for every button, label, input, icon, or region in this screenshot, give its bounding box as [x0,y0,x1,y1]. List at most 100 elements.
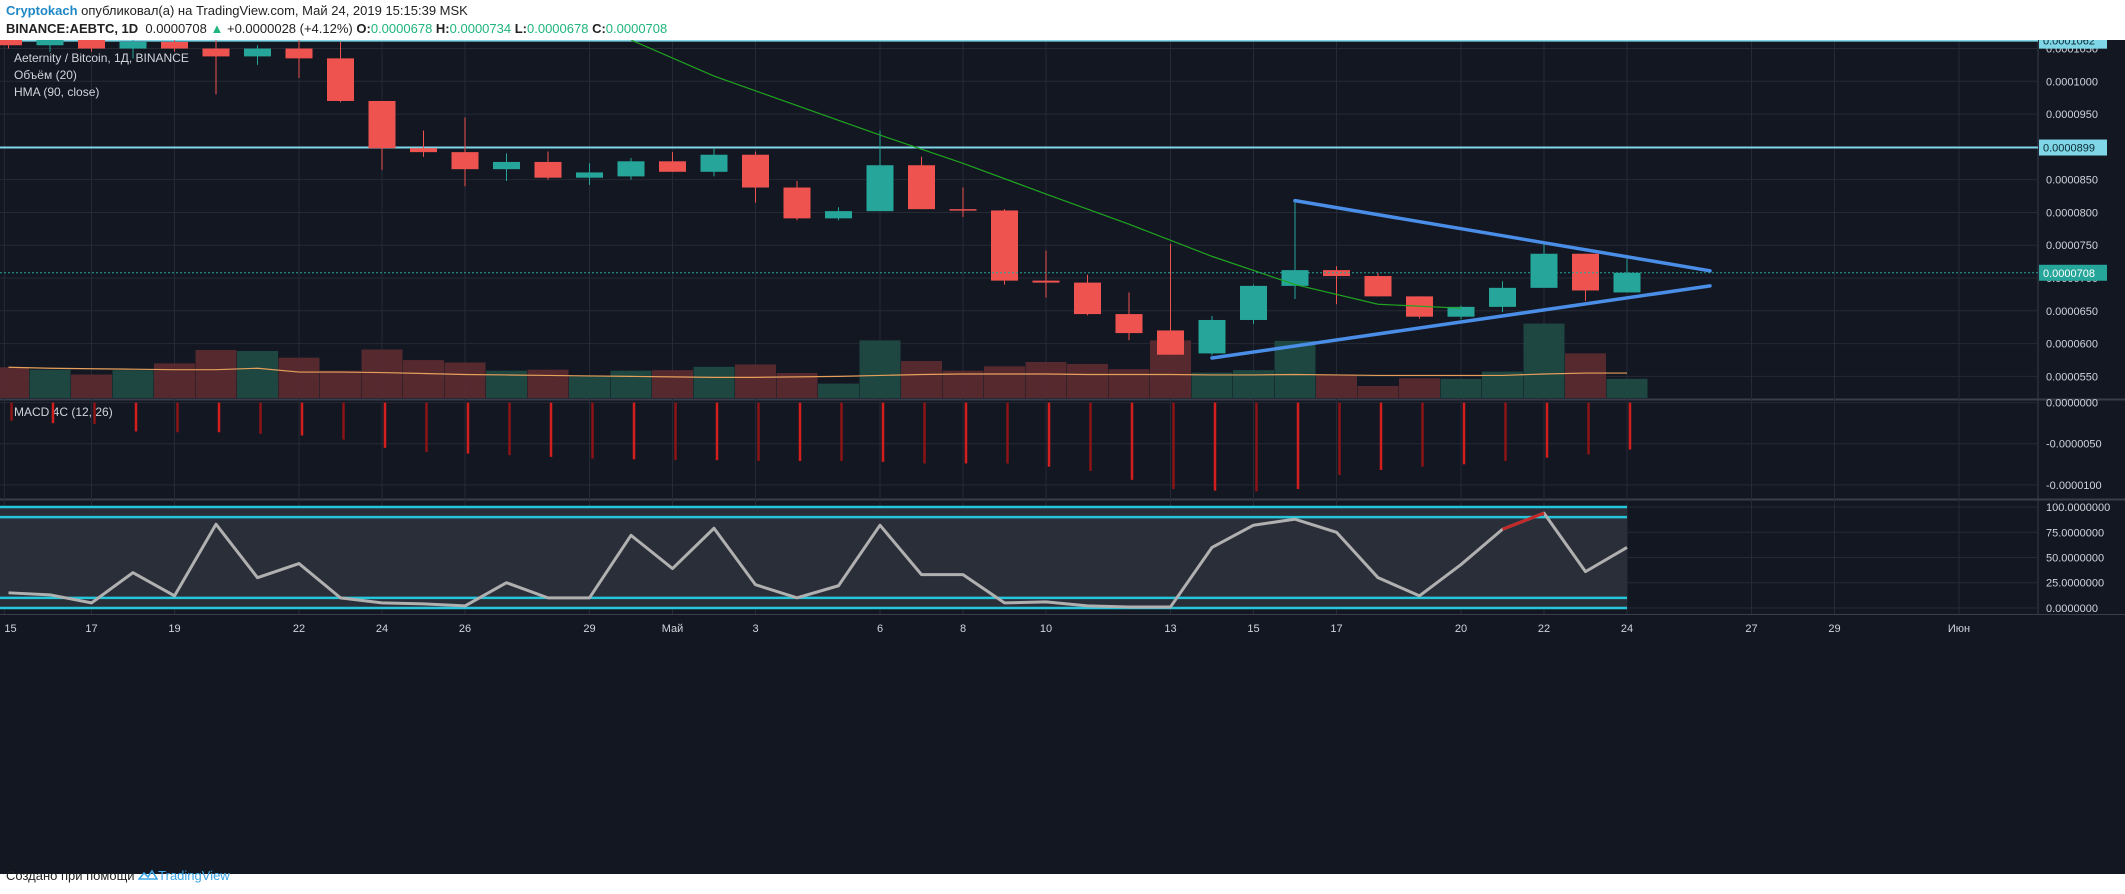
author-link[interactable]: Cryptokach [6,3,78,18]
x-tick-label: Май [662,623,684,635]
y-tick-label: -0.0000050 [2046,439,2102,451]
candle-body [1530,253,1558,288]
y-tick-label: 75.0000000 [2046,527,2104,539]
triangle-trendline [1210,284,1712,360]
volume-bar [569,376,610,398]
volume-bar [1565,353,1606,398]
candle-body [1032,280,1060,283]
level-price-label: 0.0000899 [2043,143,2095,155]
candle-body [327,58,354,101]
volume-bar [942,370,984,398]
volume-bar [154,363,195,398]
x-tick-label: 29 [1828,623,1840,635]
x-tick-label: 13 [1164,623,1176,635]
symbol-name: BINANCE:AEBTC, 1D [6,21,139,36]
candle-body [742,154,769,188]
x-tick-label: 15 [1247,623,1259,635]
candle-body [161,41,188,49]
price-pane-legend: Aeternity / Bitcoin, 1Д, BINANCE [14,51,189,65]
rsi-line [8,511,1628,609]
candle-body [949,209,977,211]
candle-body [908,165,935,210]
volume-bar [1067,363,1108,398]
y-tick-label: 0.0000850 [2046,175,2098,187]
candle-body [410,148,437,153]
x-tick-label: 24 [1621,623,1633,635]
price-pane-legend: Объём (20) [14,68,77,82]
y-tick-label: 100.0000000 [2046,502,2110,514]
high-value: 0.0000734 [449,21,512,36]
y-tick-label: 0.0000650 [2046,306,2098,318]
x-tick-label: 19 [168,623,180,635]
candle-body [825,211,852,219]
y-tick-label: 0.0000000 [2046,398,2098,410]
candle-body [1364,276,1392,297]
y-tick-label: -0.0000100 [2046,480,2102,492]
publish-header: Cryptokach опубликовал(а) на TradingView… [6,3,468,18]
last-price-value: 0.0000708 [145,21,207,36]
y-tick-label: 50.0000000 [2046,553,2104,565]
macd-pane [0,401,2038,498]
volume-bar [735,364,776,398]
volume-bar [984,366,1025,398]
volume-bar [1523,323,1565,398]
symbol-header: BINANCE:AEBTC, 1D 0.0000708 ▲ +0.0000028… [6,21,667,36]
y-tick-label: 0.0000800 [2046,207,2098,219]
y-tick-label: 0.0001000 [2046,76,2098,88]
candle-body [451,152,479,170]
volume-bar [527,369,569,398]
macd-legend: MACD 4C (12, 26) [14,405,113,419]
footer: Создано при помощи TradingView [6,868,230,883]
candle-body [1489,287,1516,307]
trading-chart[interactable]: 0.00010500.00010000.00009500.00009000.00… [0,40,2125,874]
price-pane-legend: HMA (90, close) [14,85,99,99]
x-tick-label: 24 [376,623,388,635]
y-tick-label: 0.0000000 [2046,603,2098,615]
candle-body [700,154,728,172]
volume-bar [112,370,154,398]
open-value: 0.0000678 [370,21,433,36]
x-tick-label: 15 [4,623,16,635]
x-tick-label: 10 [1040,623,1052,635]
open-label: O: [356,21,371,36]
candle-body [244,48,271,57]
volume-bar [901,361,942,398]
y-tick-label: 0.0000550 [2046,371,2098,383]
tradingview-brand-link[interactable]: TradingView [158,868,230,883]
volume-bar [444,362,486,398]
x-tick-label: 27 [1745,623,1757,635]
x-tick-label: 29 [583,623,595,635]
candle-body [866,165,894,212]
candle-body [1613,272,1641,293]
published-text: опубликовал(а) на TradingView.com, Май 2… [81,3,468,18]
volume-bar [1606,378,1648,398]
candle-body [78,40,105,49]
candle-body [991,210,1018,281]
volume-bar [610,370,652,398]
volume-bar [361,349,403,398]
volume-bar [0,367,29,398]
volume-bar [29,369,71,398]
candle-body [368,100,396,149]
candle-body [0,40,22,46]
low-label: L: [514,21,527,36]
last-price-label: 0.0000708 [2043,268,2095,280]
x-tick-label: 6 [877,623,883,635]
rsi-overbought-segment [1501,511,1545,531]
candle-body [1447,306,1475,317]
triangle-trendline [1293,198,1712,273]
volume-bar [1191,372,1233,398]
tradingview-logo-icon [137,869,159,880]
volume-bar [818,383,859,398]
up-triangle-icon: ▲ [210,21,224,36]
candle-body [783,187,811,219]
x-tick-label: 17 [1330,623,1342,635]
close-value: 0.0000708 [605,21,668,36]
volume-bar [1357,386,1399,398]
close-label: C: [592,21,606,36]
x-tick-label: 17 [85,623,97,635]
level-price-tag [2039,40,2107,49]
candle-body [659,161,686,172]
volume-bar [1108,369,1150,398]
low-value: 0.0000678 [527,21,589,36]
